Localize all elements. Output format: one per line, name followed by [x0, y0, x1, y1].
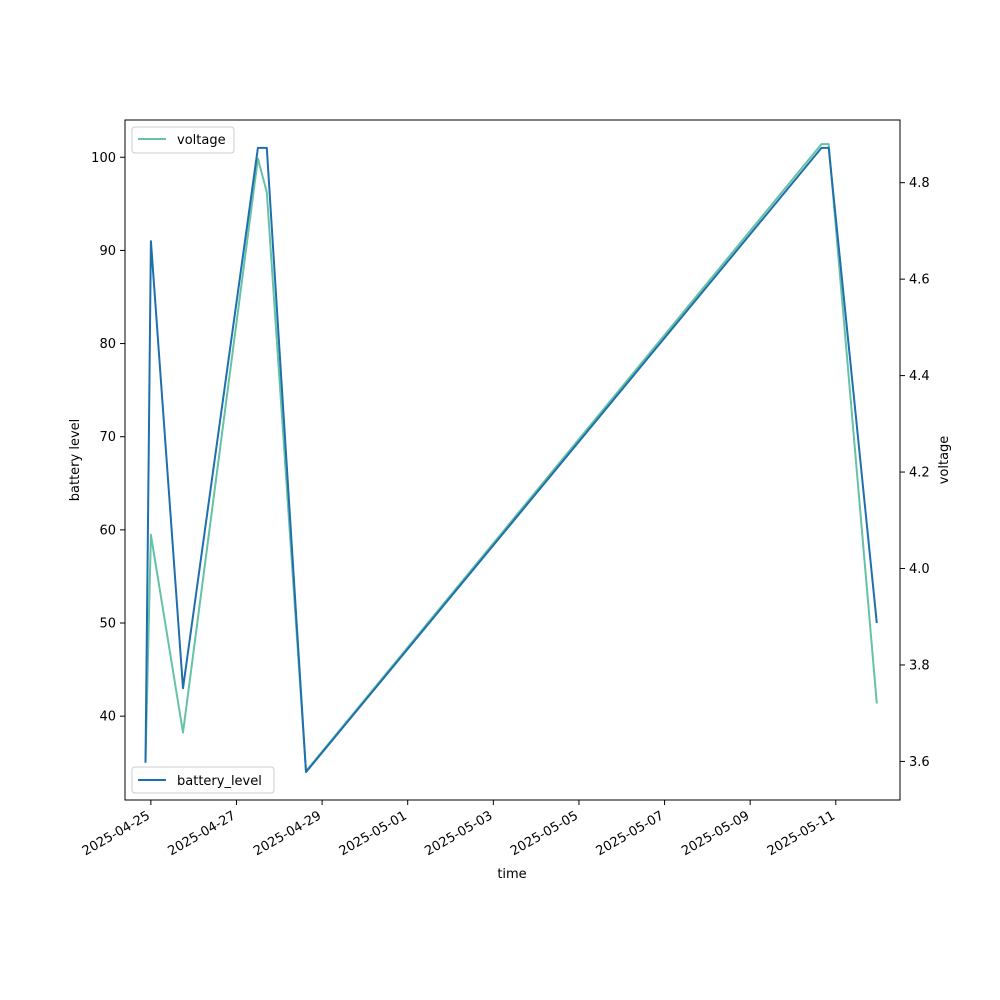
right-y-tick-label: 4.8	[909, 176, 930, 191]
left-y-tick-label: 70	[99, 430, 116, 445]
x-tick-label: 2025-04-29	[251, 808, 324, 859]
right-y-tick-label: 3.8	[909, 658, 930, 673]
left-y-tick-label: 50	[99, 617, 116, 632]
x-tick-label: 2025-05-11	[765, 808, 838, 859]
legend-voltage-box	[131, 126, 235, 154]
right-y-tick-label: 4.2	[909, 466, 930, 481]
series-layer	[144, 143, 878, 774]
legend-battery-level-label: battery_level	[177, 774, 262, 789]
left-y-tick-label: 100	[91, 151, 116, 166]
left-y-axis-label: battery level	[68, 419, 83, 502]
left-y-tick-label: 60	[99, 523, 116, 538]
x-tick-label: 2025-04-25	[80, 808, 153, 859]
plot-frame	[124, 119, 901, 801]
x-tick-label: 2025-05-05	[508, 808, 581, 859]
x-tick-label: 2025-05-07	[594, 808, 667, 859]
legend-battery-level: battery_level	[131, 766, 275, 794]
x-axis-label: time	[497, 867, 526, 882]
left-y-tick-label: 90	[99, 244, 116, 259]
x-axis-ticks: 2025-04-25 2025-04-27 2025-04-29 2025-05-01…	[80, 800, 838, 859]
x-tick-label: 2025-05-09	[679, 808, 752, 859]
right-y-tick-label: 4.6	[909, 273, 930, 288]
right-y-axis-label: voltage	[937, 436, 952, 485]
series-line-voltage	[144, 143, 878, 773]
x-tick-label: 2025-05-03	[422, 808, 495, 859]
left-y-tick-label: 40	[99, 710, 116, 725]
x-tick-label: 2025-04-27	[166, 808, 239, 859]
right-y-tick-label: 4.4	[909, 369, 930, 384]
right-y-tick-label: 3.6	[909, 755, 930, 770]
left-y-tick-label: 80	[99, 337, 116, 352]
left-y-axis-ticks: 40 50 60 70 80 90 100	[91, 151, 125, 725]
series-line-battery-level	[144, 146, 878, 774]
x-tick-label: 2025-05-01	[337, 808, 410, 859]
right-y-axis-ticks: 3.6 3.8 4.0 4.2 4.4 4.6 4.8	[900, 176, 930, 770]
legend-battery-level-box	[131, 766, 275, 794]
legend-voltage-label: voltage	[177, 133, 226, 148]
right-y-tick-label: 4.0	[909, 562, 930, 577]
legend-voltage: voltage	[131, 126, 235, 154]
